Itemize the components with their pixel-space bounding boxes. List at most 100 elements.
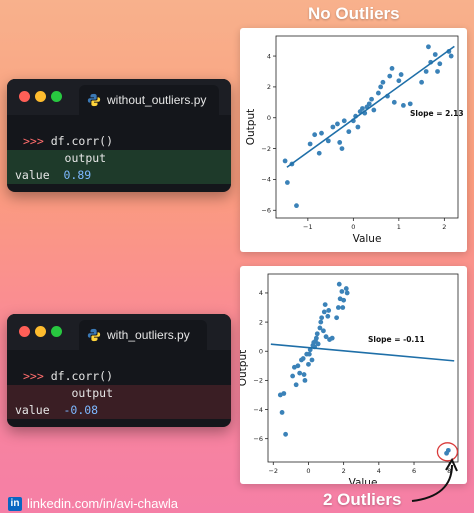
command-text: df.corr() — [50, 369, 114, 383]
data-point — [306, 361, 311, 367]
prompt-symbol: >>> — [23, 369, 44, 383]
linkedin-icon[interactable]: in — [8, 496, 22, 511]
maximize-dot-icon[interactable] — [51, 91, 62, 102]
x-tick-label: −2 — [268, 467, 278, 475]
output-value-row: value 0.89 — [7, 167, 231, 184]
code-window-with-outliers: with_outliers.py >>> df.corr() output va… — [7, 314, 231, 427]
x-tick-label: 0 — [306, 467, 310, 475]
footer: in linkedin.com/in/avi-chawla — [8, 496, 178, 511]
data-point — [389, 65, 395, 71]
data-point — [312, 132, 318, 138]
data-point — [284, 180, 290, 185]
filename-label: with_outliers.py — [107, 328, 190, 342]
data-point — [322, 302, 328, 308]
outlier-point — [445, 447, 451, 453]
filename-label: without_outliers.py — [107, 93, 207, 107]
minimize-dot-icon[interactable] — [35, 91, 46, 102]
footer-link[interactable]: linkedin.com/in/avi-chawla — [27, 496, 179, 511]
data-point — [301, 372, 307, 377]
regression-line — [286, 45, 455, 168]
scatter-plot-no-outliers: −1 0 1 2 −6 −4 −2 0 2 4 Value Output Slope = 2.13 — [240, 28, 467, 252]
data-point — [325, 313, 331, 319]
file-tab[interactable]: with_outliers.py — [79, 320, 207, 350]
prompt-symbol: >>> — [23, 134, 44, 148]
data-point — [448, 53, 454, 59]
minimize-dot-icon[interactable] — [35, 326, 46, 337]
y-tick-label: −6 — [253, 435, 263, 443]
data-point — [375, 90, 381, 96]
data-point — [341, 297, 347, 303]
data-point — [346, 129, 352, 135]
x-tick-label: 2 — [442, 223, 446, 231]
data-point — [339, 289, 345, 294]
output-header-row: output — [7, 385, 231, 402]
y-tick-label: 0 — [259, 348, 263, 356]
correlation-value: 0.89 — [63, 168, 92, 182]
data-point — [316, 150, 322, 156]
y-axis-label: Output — [245, 109, 257, 145]
data-point — [339, 146, 345, 151]
data-point — [282, 158, 288, 164]
data-point — [325, 138, 331, 144]
plot-frame — [267, 273, 459, 463]
data-point — [330, 124, 336, 130]
data-point — [318, 319, 324, 325]
data-point — [281, 391, 287, 396]
close-dot-icon[interactable] — [19, 326, 30, 337]
output-header-row: output — [7, 150, 231, 167]
x-tick-label: 4 — [377, 467, 381, 475]
heading-two-outliers: 2 Outliers — [323, 490, 402, 509]
data-point — [335, 121, 340, 127]
scatter-chart: −1 0 1 2 −6 −4 −2 0 2 4 Value Output Slope = 2.13 — [245, 35, 464, 245]
y-tick-label: −4 — [253, 406, 263, 414]
x-tick-label: 0 — [351, 223, 355, 231]
y-tick-label: 4 — [259, 289, 263, 297]
data-point — [294, 203, 299, 209]
data-point — [371, 107, 377, 113]
y-axis-label: Output — [240, 350, 249, 386]
file-tab[interactable]: without_outliers.py — [79, 85, 219, 115]
slope-annotation: Slope = -0.11 — [368, 335, 425, 344]
data-point — [335, 305, 341, 310]
x-tick-label: −1 — [303, 223, 313, 231]
y-tick-label: 2 — [259, 318, 263, 326]
data-point — [295, 363, 301, 369]
data-point — [391, 99, 397, 105]
data-point — [343, 286, 349, 291]
data-point — [321, 309, 327, 315]
slope-annotation: Slope = 2.13 — [410, 109, 464, 118]
y-tick-label: 4 — [267, 52, 271, 60]
data-point — [337, 140, 343, 145]
data-point — [279, 410, 285, 415]
data-point — [307, 141, 313, 147]
data-point — [293, 382, 299, 388]
data-point — [398, 72, 404, 77]
data-point — [432, 52, 438, 57]
data-point — [369, 96, 374, 102]
correlation-value: -0.08 — [63, 403, 99, 417]
data-point — [419, 79, 424, 85]
row-label: value — [15, 168, 50, 182]
data-point — [297, 370, 303, 376]
code-window-without-outliers: without_outliers.py >>> df.corr() output… — [7, 79, 231, 192]
data-point — [407, 101, 413, 107]
code-area: >>> df.corr() output value 0.89 — [7, 115, 231, 184]
x-tick-label: 1 — [397, 223, 401, 231]
data-point — [366, 101, 372, 107]
data-point — [306, 351, 312, 357]
x-axis-label: Value — [353, 233, 382, 245]
column-header: output — [64, 151, 107, 165]
command-text: df.corr() — [50, 134, 114, 148]
data-point — [323, 334, 329, 340]
window-titlebar: without_outliers.py — [7, 79, 231, 115]
maximize-dot-icon[interactable] — [51, 326, 62, 337]
y-tick-label: 0 — [267, 114, 271, 122]
close-dot-icon[interactable] — [19, 91, 30, 102]
x-tick-label: 2 — [342, 467, 346, 475]
x-tick-label: 6 — [412, 467, 416, 475]
data-point — [435, 69, 440, 74]
outlier-highlight-circle — [436, 442, 459, 462]
x-tick-label: 8 — [447, 467, 451, 475]
data-point — [360, 106, 365, 111]
data-point — [340, 305, 346, 310]
